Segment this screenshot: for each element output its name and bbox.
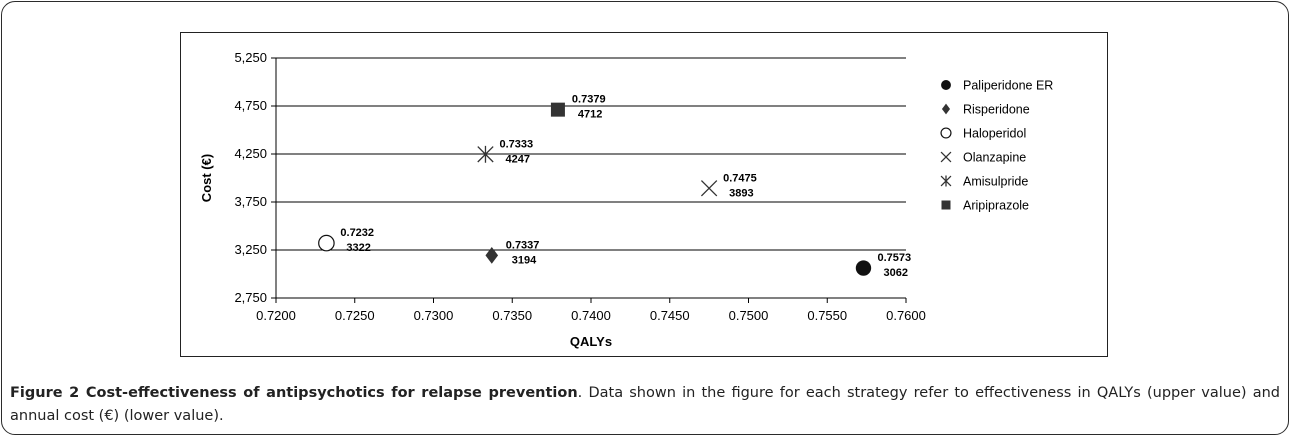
x-tick-label: 0.7400 <box>571 308 611 323</box>
point-label-qaly: 0.7232 <box>340 227 374 239</box>
scatter-chart: 2,750 3,250 3,750 4,250 4,750 5,250 0.7200 0.72… <box>199 50 1053 349</box>
x-tick-label: 0.7600 <box>886 308 926 323</box>
x-tick-label: 0.7350 <box>492 308 532 323</box>
legend-label: Amisulpride <box>963 175 1028 189</box>
y-axis-title: Cost (€) <box>199 154 214 202</box>
point-label-qaly: 0.7337 <box>506 239 540 251</box>
data-point <box>550 102 565 117</box>
point-label-qaly: 0.7475 <box>723 172 757 184</box>
data-point <box>477 145 494 163</box>
data-point <box>485 246 499 264</box>
legend-label: Olanzapine <box>963 151 1026 165</box>
point-label-cost: 4712 <box>578 109 602 121</box>
caption-title: Figure 2 Cost-effectiveness of antipsych… <box>10 385 578 401</box>
point-label-cost: 3893 <box>729 187 753 199</box>
legend-label: Risperidone <box>963 103 1030 117</box>
x-tick-label: 0.7300 <box>414 308 454 323</box>
y-tick-label: 4,750 <box>234 98 267 113</box>
point-label-cost: 4247 <box>505 153 529 165</box>
x-tick-label: 0.7200 <box>256 308 296 323</box>
chart-container: 2,750 3,250 3,750 4,250 4,750 5,250 0.7200 0.72… <box>180 32 1108 357</box>
y-tick-label: 3,750 <box>234 194 267 209</box>
point-label-cost: 3194 <box>512 254 537 266</box>
point-label-qaly: 0.7333 <box>499 138 533 150</box>
x-tick-label: 0.7550 <box>807 308 847 323</box>
figure-caption: Figure 2 Cost-effectiveness of antipsych… <box>10 382 1280 428</box>
legend-marker <box>940 151 952 163</box>
y-tick-label: 4,250 <box>234 146 267 161</box>
point-label-qaly: 0.7379 <box>572 94 606 106</box>
legend-marker <box>941 200 951 210</box>
x-tick-label: 0.7450 <box>650 308 690 323</box>
data-point <box>318 234 335 252</box>
legend-marker <box>940 127 952 139</box>
legend-marker <box>940 175 952 187</box>
legend-label: Paliperidone ER <box>963 79 1053 93</box>
data-point <box>700 180 718 197</box>
caption-body: . Data shown in the figure for each stra… <box>10 385 1280 424</box>
x-tick-label: 0.7500 <box>729 308 769 323</box>
legend-marker <box>941 103 951 115</box>
legend-marker <box>941 80 951 90</box>
point-label-cost: 3322 <box>346 242 370 254</box>
data-point <box>855 260 872 276</box>
point-label-qaly: 0.7573 <box>877 252 911 264</box>
legend-label: Haloperidol <box>963 127 1026 141</box>
point-label-cost: 3062 <box>883 267 907 279</box>
x-axis-title: QALYs <box>570 334 612 349</box>
x-tick-label: 0.7250 <box>335 308 375 323</box>
legend-label: Aripiprazole <box>963 199 1029 213</box>
y-tick-label: 5,250 <box>234 50 267 65</box>
y-tick-label: 2,750 <box>234 290 267 305</box>
y-tick-label: 3,250 <box>234 242 267 257</box>
